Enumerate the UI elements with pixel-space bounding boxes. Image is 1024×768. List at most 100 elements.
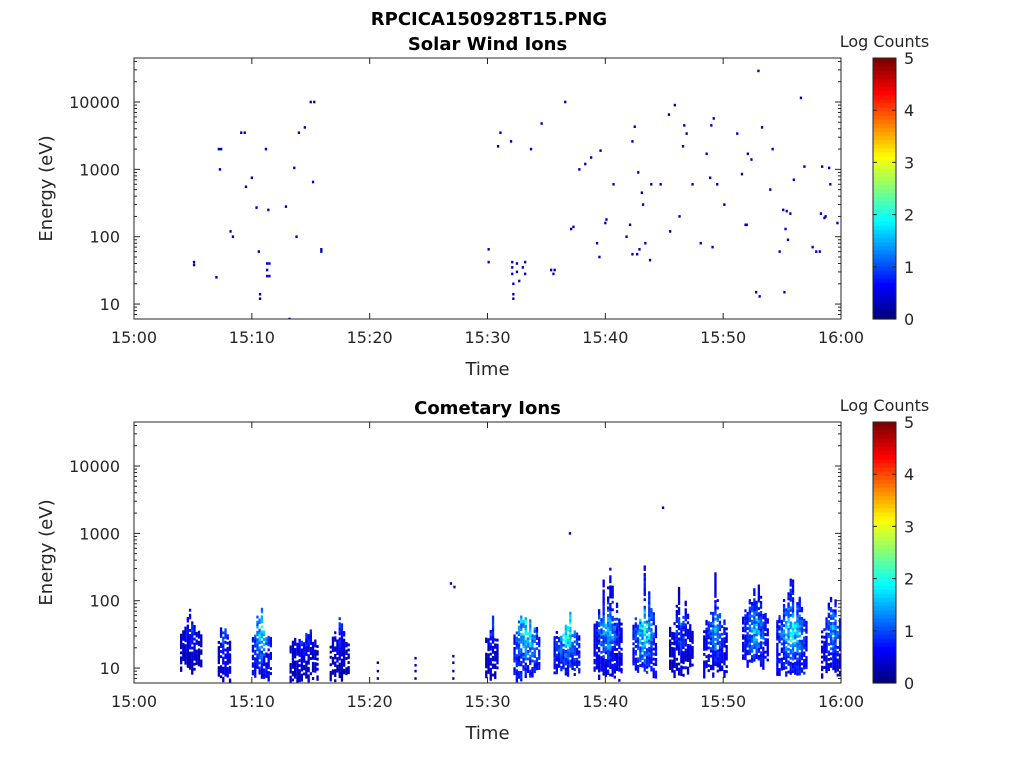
colorbar-step [873,217,896,222]
data-cell [195,639,198,643]
data-cell [303,672,306,676]
data-cell [573,630,576,634]
data-cell [491,633,495,637]
data-cell [184,661,187,665]
panel-title: Cometary Ions [414,398,561,419]
data-cell [251,664,255,668]
data-cell [226,657,229,660]
data-cell [843,653,845,656]
x-tick-label: 15:30 [464,328,510,347]
data-cell [340,676,344,680]
data-cell [643,615,646,619]
data-cell [305,635,308,639]
data-cell [798,669,801,673]
data-cell [686,616,690,620]
data-cell [798,659,801,663]
data-cell [566,658,570,662]
data-cell [593,666,596,670]
data-cell [796,607,799,610]
data-cell [526,670,530,673]
data-cell [718,655,722,659]
data-cell [251,672,255,676]
data-cell [638,248,641,251]
data-cell [648,634,651,638]
data-cell [265,642,268,646]
data-cell [289,663,292,666]
colorbar-step [873,503,896,509]
data-cell [573,658,576,661]
data-cell [811,245,814,249]
data-cell [568,532,572,535]
data-cell [343,671,346,675]
colorbar-step [873,290,896,296]
colorbar-step [873,82,896,88]
data-cell [340,661,344,664]
colorbar-tick-label: 1 [904,258,914,277]
data-cell [832,629,835,633]
data-cell [268,262,271,265]
data-cell [533,637,536,641]
data-cell [787,607,790,611]
data-cell [639,628,642,632]
data-cell [593,626,596,629]
data-cell [569,629,572,633]
data-cell [791,599,795,603]
data-cell [414,664,417,667]
data-cell [751,639,754,643]
colorbar-tick-label: 0 [904,674,914,693]
data-cell [193,650,196,654]
data-cell [645,648,649,652]
data-cell [529,147,533,151]
x-tick-label: 15:20 [347,328,393,347]
data-cell [780,667,783,671]
data-cell [607,601,610,605]
data-cell [535,657,539,661]
data-cell [575,637,579,641]
data-cell [669,649,672,653]
data-cell [186,632,189,636]
data-cell [520,615,523,619]
data-cell [780,637,783,641]
colorbar-step [873,123,896,128]
data-cell [803,666,806,670]
data-cell [307,656,310,660]
colorbar-step [873,466,896,472]
data-cell [764,633,767,636]
data-cell [823,656,826,659]
data-cell [307,649,310,653]
data-cell [611,673,614,677]
data-cell [799,96,803,100]
data-cell [311,669,315,673]
data-cell [759,661,763,665]
data-cell [759,653,763,657]
data-cell [778,670,781,674]
data-cell [298,676,301,680]
data-cell [712,664,715,668]
data-cell [712,639,715,643]
data-cell [533,660,536,664]
data-cell [340,630,344,634]
colorbar-step [873,470,896,476]
data-cell [564,100,567,104]
data-cell [677,670,681,673]
data-cell [712,634,715,638]
data-cell [778,250,781,253]
data-cell [578,660,581,664]
data-cell [643,668,646,672]
data-cell [785,656,788,660]
data-cell [186,649,189,653]
data-cell [593,643,596,647]
data-cell [329,645,332,649]
data-cell [294,675,297,679]
data-cell [531,654,534,658]
data-cell [780,622,783,626]
data-cell [263,660,266,664]
data-cell [258,628,261,632]
data-cell [753,626,756,629]
data-cell [615,640,619,644]
data-cell [489,632,492,636]
data-cell [789,596,792,600]
data-cell [632,660,635,663]
data-cell [798,617,801,620]
data-cell [805,635,808,639]
